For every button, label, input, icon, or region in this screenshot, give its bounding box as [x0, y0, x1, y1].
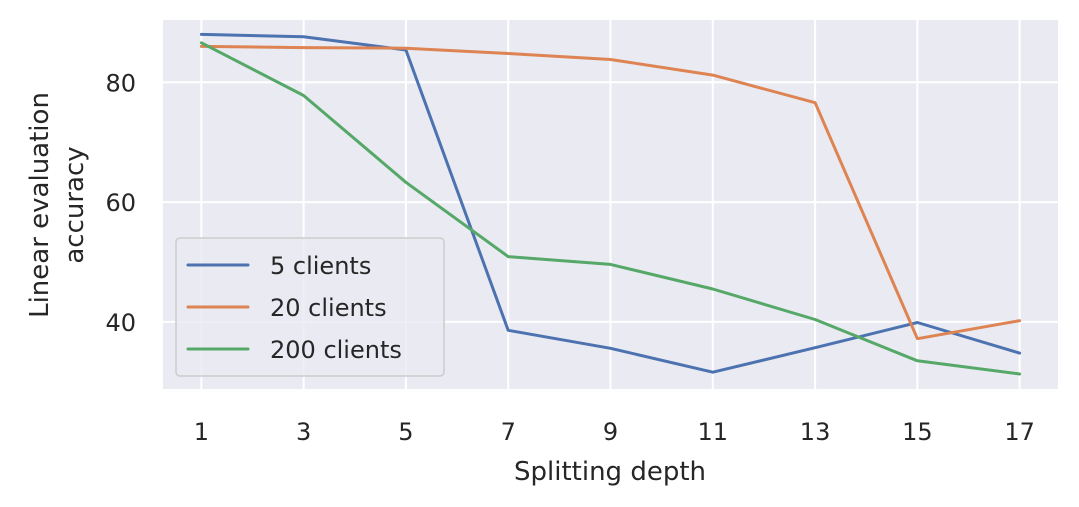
- y-tick-label: 40: [105, 309, 136, 337]
- x-tick-label: 11: [698, 418, 729, 446]
- x-tick-label: 13: [800, 418, 831, 446]
- y-axis-label-line-2: accuracy: [60, 146, 90, 263]
- x-axis-label: Splitting depth: [514, 457, 706, 487]
- series-lines: [199, 32, 1022, 376]
- x-tick-label: 7: [501, 418, 516, 446]
- x-tick-label: 9: [603, 418, 618, 446]
- legend: 5 clients 20 clients 200 clients: [175, 237, 445, 377]
- legend-label: 20 clients: [270, 294, 387, 322]
- legend-label: 5 clients: [270, 252, 371, 280]
- x-tick-label: 1: [194, 418, 209, 446]
- y-axis-label: Linear evaluation accuracy: [25, 92, 90, 318]
- y-tick-label: 60: [105, 189, 136, 217]
- y-axis-label-line-1: Linear evaluation: [25, 92, 55, 318]
- series-line-5-clients: [199, 32, 1022, 374]
- series-line-20-clients: [199, 44, 1022, 341]
- legend-label: 200 clients: [270, 336, 402, 364]
- x-tick-label: 3: [296, 418, 311, 446]
- y-tick-labels: 40 60 80: [105, 69, 136, 337]
- y-tick-label: 80: [105, 69, 136, 97]
- series-line-200-clients: [199, 41, 1022, 376]
- x-tick-label: 5: [398, 418, 413, 446]
- legend-box: [175, 237, 445, 377]
- x-tick-label: 15: [902, 418, 933, 446]
- x-tick-label: 17: [1004, 418, 1035, 446]
- x-tick-labels: 1 3 5 7 9 11 13 15 17: [194, 418, 1035, 446]
